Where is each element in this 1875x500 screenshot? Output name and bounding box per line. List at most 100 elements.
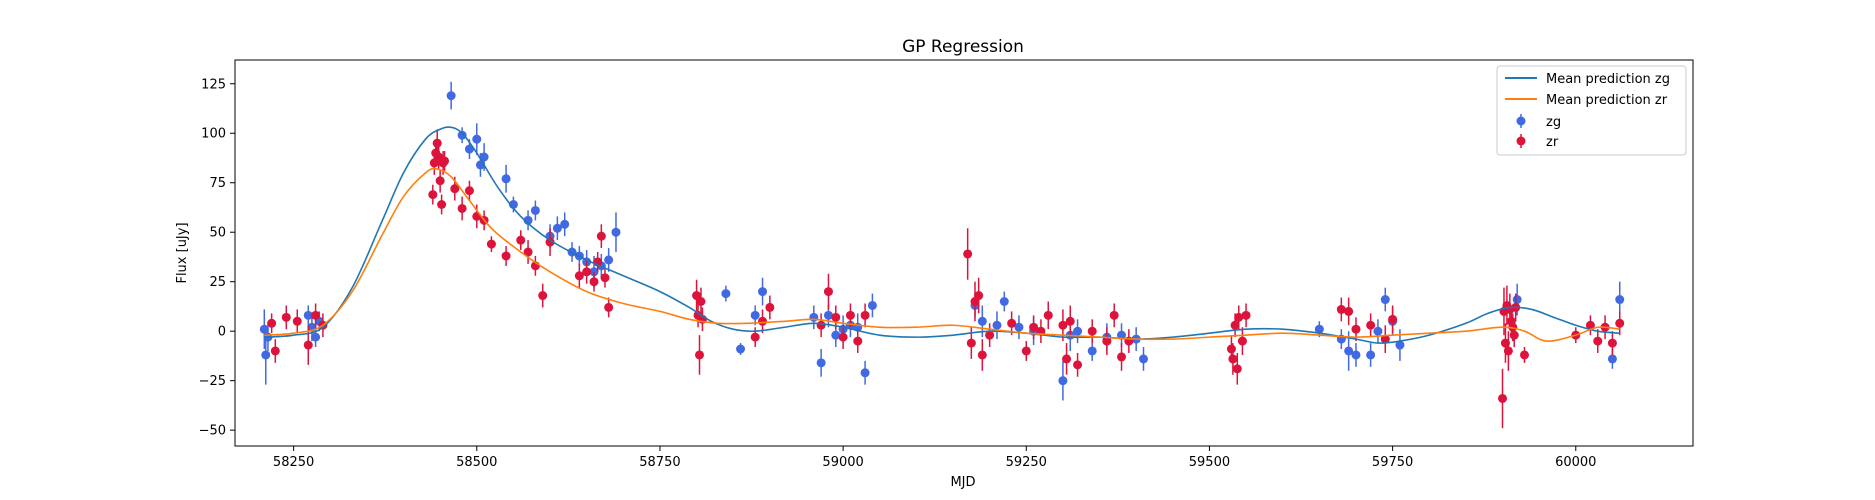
data-point — [974, 291, 984, 301]
data-point — [464, 186, 474, 196]
data-point — [486, 239, 496, 249]
data-point — [831, 312, 841, 322]
data-point — [1237, 336, 1247, 346]
data-point — [853, 336, 863, 346]
data-point — [1102, 336, 1112, 346]
data-point — [1509, 330, 1519, 340]
data-point — [446, 91, 456, 101]
data-point — [1585, 320, 1595, 330]
data-point — [823, 287, 833, 297]
data-point — [816, 358, 826, 368]
data-point — [530, 205, 540, 215]
y-tick-label: 75 — [209, 176, 226, 191]
data-point — [457, 203, 467, 213]
data-point — [435, 176, 445, 186]
data-point — [809, 312, 819, 322]
y-tick-label: −50 — [199, 424, 226, 439]
data-point — [1336, 304, 1346, 314]
data-point — [758, 287, 768, 297]
x-tick-label: 59000 — [822, 455, 863, 470]
data-point — [604, 302, 614, 312]
data-point — [1230, 320, 1240, 330]
data-point — [574, 271, 584, 281]
data-point — [1615, 295, 1625, 305]
legend-label-zr: zr — [1546, 135, 1559, 150]
data-point — [1380, 295, 1390, 305]
data-point — [1593, 336, 1603, 346]
y-axis-ticks: −50 −25 0 25 50 75 100 125 — [199, 77, 235, 439]
plot-frame — [234, 59, 1694, 447]
x-axis-label: MJD — [950, 475, 975, 490]
data-point — [270, 346, 280, 356]
data-point — [281, 312, 291, 322]
data-point — [750, 332, 760, 342]
data-point — [523, 215, 533, 225]
data-point — [1314, 324, 1324, 334]
data-point — [1234, 312, 1244, 322]
data-point — [501, 174, 511, 184]
data-point — [1241, 310, 1251, 320]
data-point — [303, 310, 313, 320]
data-point — [1607, 338, 1617, 348]
y-tick-label: 25 — [209, 275, 226, 290]
data-point — [1380, 334, 1390, 344]
series-layer — [259, 81, 1625, 429]
data-point — [589, 277, 599, 287]
data-point — [432, 138, 442, 148]
y-tick-label: −25 — [199, 374, 226, 389]
legend-label-zr-line: Mean prediction zr — [1546, 93, 1668, 108]
data-point — [695, 350, 705, 360]
data-point — [1062, 354, 1072, 364]
data-point — [582, 267, 592, 277]
data-point — [1073, 360, 1083, 370]
y-tick-label: 125 — [201, 77, 226, 92]
data-point — [611, 227, 621, 237]
legend: Mean prediction zg Mean prediction zr zg… — [1496, 65, 1687, 156]
data-point — [765, 302, 775, 312]
data-point — [1344, 306, 1354, 316]
x-tick-label: 58250 — [273, 455, 314, 470]
data-point — [538, 291, 548, 301]
legend-marker-zr — [1516, 136, 1526, 146]
data-point — [963, 249, 973, 259]
x-axis-ticks: 58250 58500 58750 59000 59250 59500 59750 60000 — [273, 446, 1596, 470]
x-tick-label: 60000 — [1555, 455, 1596, 470]
data-point — [860, 310, 870, 320]
x-tick-label: 59750 — [1372, 455, 1413, 470]
data-point — [311, 310, 321, 320]
data-point — [311, 332, 321, 342]
data-point — [1607, 354, 1617, 364]
data-point — [1065, 316, 1075, 326]
data-point — [758, 316, 768, 326]
data-point — [860, 368, 870, 378]
series-line-mean-prediction-zg — [264, 126, 1620, 344]
data-point — [508, 200, 518, 210]
data-point — [999, 296, 1009, 306]
data-point — [867, 300, 877, 310]
data-point — [1351, 324, 1361, 334]
data-point — [750, 310, 760, 320]
data-point — [736, 344, 746, 354]
data-point — [1503, 346, 1513, 356]
y-tick-label: 0 — [218, 325, 226, 340]
chart-title: GP Regression — [902, 37, 1024, 57]
data-point — [1498, 393, 1508, 403]
data-point — [457, 130, 467, 140]
data-point — [1021, 346, 1031, 356]
x-tick-label: 58500 — [456, 455, 497, 470]
data-point — [267, 318, 277, 328]
data-point — [845, 310, 855, 320]
data-point — [1373, 326, 1383, 336]
x-tick-label: 59500 — [1189, 455, 1230, 470]
data-point — [1615, 318, 1625, 328]
data-point — [831, 330, 841, 340]
data-point — [1344, 346, 1354, 356]
y-axis-label: Flux [uJy] — [175, 222, 190, 283]
data-point — [292, 316, 302, 326]
data-point — [1058, 376, 1068, 386]
series-line-mean-prediction-zr — [264, 167, 1620, 342]
legend-label-zg: zg — [1546, 115, 1561, 130]
data-point — [303, 340, 313, 350]
legend-label-zg-line: Mean prediction zg — [1546, 72, 1670, 87]
data-point — [1117, 352, 1127, 362]
